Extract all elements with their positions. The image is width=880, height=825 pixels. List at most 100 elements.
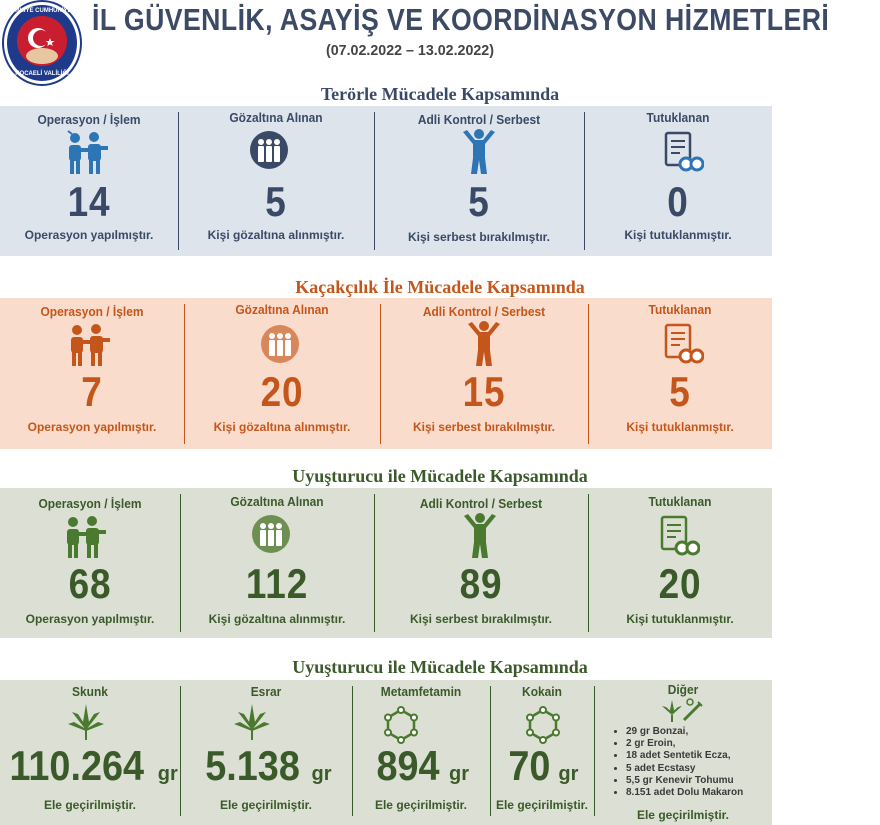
- molecule-icon: [384, 706, 418, 744]
- cell-desc: Kişi serbest bırakılmıştır.: [407, 230, 551, 244]
- cell-value: 5: [265, 178, 287, 225]
- divider: [380, 304, 381, 444]
- kacakcilik-serbest: Adli Kontrol / Serbest 15 Kişi serbest b…: [380, 298, 588, 449]
- cell-desc: Kişi tutuklanmıştır.: [624, 228, 732, 242]
- seizure-unit: gr: [311, 763, 332, 785]
- seizure-unit: gr: [558, 763, 579, 785]
- cell-desc: Operasyon yapılmıştır.: [27, 420, 157, 434]
- divider: [584, 112, 585, 250]
- logo-bottom-text: KOCAELİ VALİLİĞİ: [15, 71, 69, 77]
- cell-header: Adli Kontrol / Serbest: [422, 304, 546, 319]
- seizure-value: 894: [376, 742, 440, 789]
- released-person-icon: [464, 513, 496, 558]
- section-kacakcilik: Operasyon / İşlem 7 Operasyon yapılmıştı…: [0, 298, 772, 449]
- seizure-metamfetamin: Metamfetamin 894 gr Ele geçirilmiştir.: [352, 680, 490, 825]
- section-seizures: Skunk 110.264 gr Ele geçirilmiştir. Esrar: [0, 680, 772, 825]
- arrest-icon: [71, 324, 110, 366]
- document-handcuffs-icon: [664, 131, 704, 172]
- arrest-icon: [67, 130, 108, 174]
- section-title-teror: Terörle Mücadele Kapsamında: [320, 84, 560, 104]
- cell-header: Metamfetamin: [380, 684, 462, 699]
- cell-desc: Kişi gözaltına alınmıştır.: [208, 612, 346, 626]
- drugs-syringe-icon: [662, 698, 703, 722]
- cell-desc: Operasyon yapılmıştır.: [25, 612, 155, 626]
- arrest-icon: [67, 516, 106, 558]
- divider: [184, 304, 185, 444]
- cell-header: Diğer: [667, 682, 699, 697]
- uyusturucu-operasyon: Operasyon / İşlem 68 Operasyon yapılmışt…: [0, 488, 180, 638]
- crescent-star-icon: [17, 16, 67, 66]
- section-title-seizures: Uyuşturucu ile Mücadele Kapsamında: [292, 657, 588, 677]
- divider: [588, 494, 589, 632]
- divider: [490, 686, 491, 816]
- seizure-kokain: Kokain 70 gr Ele geçirilmiştir.: [490, 680, 594, 825]
- kacakcilik-operasyon: Operasyon / İşlem 7 Operasyon yapılmıştı…: [0, 298, 184, 449]
- other-list: 29 gr Bonzai, 2 gr Eroin, 18 adet Sentet…: [612, 726, 743, 799]
- cell-value: 20: [658, 560, 702, 607]
- section-title-uyusturucu: Uyuşturucu ile Mücadele Kapsamında: [292, 466, 588, 486]
- cell-value: 7: [81, 368, 103, 415]
- cell-header: Esrar: [250, 684, 282, 699]
- seizure-value: 110.264: [9, 742, 145, 789]
- cell-value: 68: [68, 560, 112, 607]
- cell-header: Operasyon / İşlem: [37, 112, 141, 127]
- cell-header: Tutuklanan: [648, 494, 712, 509]
- other-footer: Ele geçirilmiştir.: [636, 808, 730, 822]
- seizure-desc: Ele geçirilmiştir.: [219, 798, 313, 812]
- section-uyusturucu: Operasyon / İşlem 68 Operasyon yapılmışt…: [0, 488, 772, 638]
- cell-desc: Kişi tutuklanmıştır.: [626, 612, 734, 626]
- cell-header: Operasyon / İşlem: [40, 304, 144, 319]
- cell-desc: Kişi serbest bırakılmıştır.: [409, 612, 553, 626]
- detained-group-icon: [252, 515, 290, 553]
- section-teror: Operasyon / İşlem 14 Operasyon yapılmışt…: [0, 106, 772, 256]
- cell-header: Kokain: [522, 684, 562, 699]
- seizure-unit: gr: [449, 763, 470, 785]
- divider: [594, 686, 595, 816]
- other-item: 29 gr Bonzai,: [626, 726, 743, 738]
- document-handcuffs-icon: [664, 323, 704, 364]
- other-item: 2 gr Eroin,: [626, 738, 743, 750]
- cell-value: 14: [67, 178, 111, 225]
- cell-desc: Kişi tutuklanmıştır.: [626, 420, 734, 434]
- detained-group-icon: [250, 131, 288, 169]
- other-item: 18 adet Sentetik Ecza,: [626, 750, 743, 762]
- seizure-skunk: Skunk 110.264 gr Ele geçirilmiştir.: [0, 680, 180, 825]
- teror-gozalti: Gözaltına Alınan 5 Kişi gözaltına alınmı…: [178, 106, 374, 256]
- document-handcuffs-icon: [660, 515, 700, 556]
- cell-desc: Kişi serbest bırakılmıştır.: [412, 420, 556, 434]
- date-range: (07.02.2022 – 13.02.2022): [325, 42, 494, 59]
- cell-desc: Kişi gözaltına alınmıştır.: [207, 228, 345, 242]
- other-item: 8.151 adet Dolu Makaron: [626, 787, 743, 799]
- section-title-kacakcilik: Kaçakçılık İle Mücadele Kapsamında: [295, 277, 585, 297]
- page-title: İL GÜVENLİK, ASAYİŞ VE KOORDİNASYON HİZM…: [92, 2, 830, 37]
- cannabis-leaf-icon: [68, 704, 104, 740]
- kacakcilik-tutuklanan: Tutuklanan 5 Kişi tutuklanmıştır.: [588, 298, 772, 449]
- cell-header: Skunk: [72, 684, 108, 699]
- cell-value: 20: [260, 368, 304, 415]
- molecule-icon: [526, 706, 560, 744]
- seizure-value: 5.138: [205, 742, 301, 789]
- divider: [352, 686, 353, 816]
- header: TÜRKİYE CUMHURİYETİ KOCAELİ VALİLİĞİ İL …: [0, 0, 880, 84]
- uyusturucu-serbest: Adli Kontrol / Serbest 89 Kişi serbest b…: [374, 488, 588, 638]
- released-person-icon: [463, 129, 495, 174]
- other-item: 5,5 gr Kenevir Tohumu: [626, 775, 743, 787]
- cell-value: 5: [468, 178, 490, 225]
- seizure-value: 70: [507, 742, 551, 789]
- seizure-other: Diğer 29 gr Bonzai, 2 gr Eroin, 18 adet …: [594, 680, 772, 825]
- divider: [374, 112, 375, 250]
- seizure-esrar: Esrar 5.138 gr Ele geçirilmiştir.: [180, 680, 352, 825]
- divider: [588, 304, 589, 444]
- divider: [180, 686, 181, 816]
- uyusturucu-gozalti: Gözaltına Alınan 112 Kişi gözaltına alın…: [180, 488, 374, 638]
- cell-header: Tutuklanan: [648, 302, 712, 317]
- seizure-desc: Ele geçirilmiştir.: [374, 798, 468, 812]
- cell-value: 0: [667, 178, 689, 225]
- cell-desc: Operasyon yapılmıştır.: [24, 228, 154, 242]
- seizure-unit: gr: [157, 763, 178, 785]
- teror-operasyon: Operasyon / İşlem 14 Operasyon yapılmışt…: [0, 106, 178, 256]
- teror-tutuklanan: Tutuklanan 0 Kişi tutuklanmıştır.: [584, 106, 772, 256]
- cell-header: Gözaltına Alınan: [230, 494, 324, 509]
- kacakcilik-gozalti: Gözaltına Alınan 20 Kişi gözaltına alınm…: [184, 298, 380, 449]
- divider: [178, 112, 179, 250]
